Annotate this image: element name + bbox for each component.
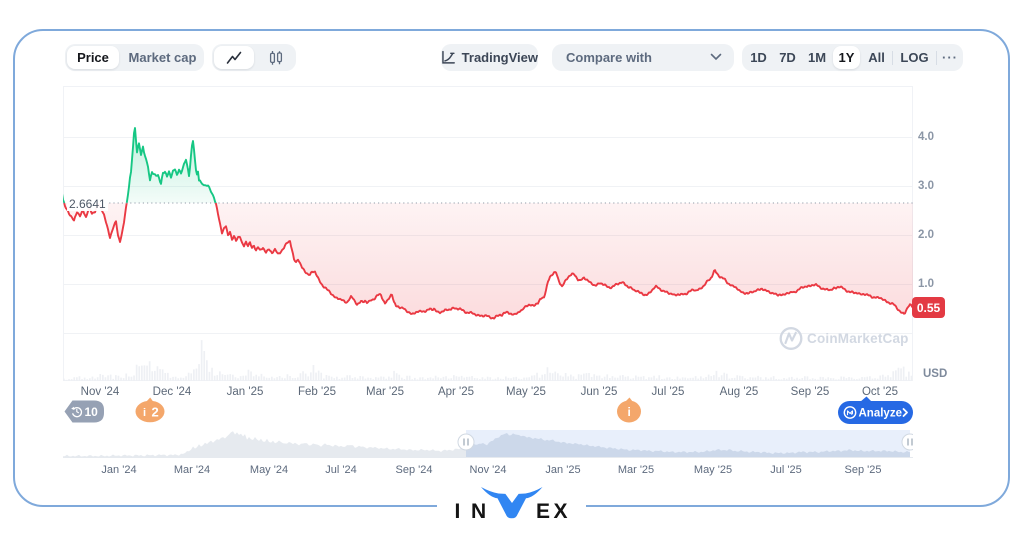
svg-text:I: I (455, 500, 461, 523)
svg-text:N: N (471, 500, 486, 523)
svg-text:i: i (143, 407, 146, 419)
svg-text:i: i (628, 405, 631, 419)
svg-text:E: E (536, 500, 550, 523)
svg-text:10: 10 (85, 405, 99, 419)
svg-text:Analyze: Analyze (859, 408, 902, 420)
svg-text:X: X (554, 500, 568, 523)
svg-text:CoinMarketCap: CoinMarketCap (807, 331, 909, 346)
svg-text:2: 2 (152, 405, 159, 420)
